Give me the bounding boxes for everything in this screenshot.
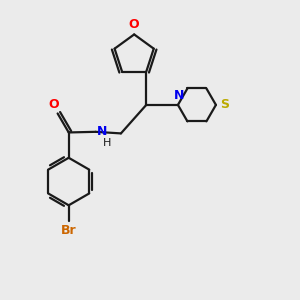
Text: Br: Br [61,224,76,237]
Text: N: N [97,125,108,138]
Text: S: S [220,98,230,111]
Text: O: O [49,98,59,111]
Text: O: O [129,18,140,31]
Text: H: H [103,137,111,148]
Text: N: N [174,89,184,102]
